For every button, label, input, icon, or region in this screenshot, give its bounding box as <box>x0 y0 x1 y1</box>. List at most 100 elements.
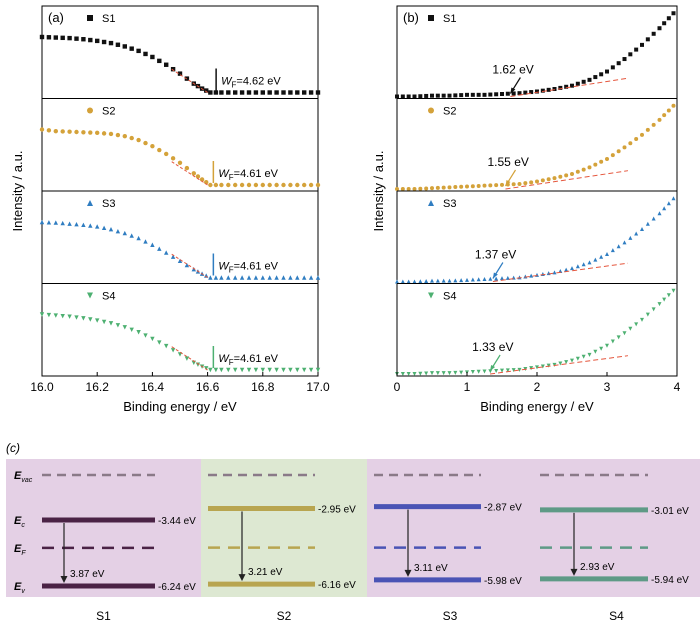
panel-a-point <box>115 132 121 138</box>
panel-b-point <box>406 187 411 191</box>
panel-a-point <box>315 275 321 280</box>
panel-b-point <box>616 335 621 340</box>
panel-a-point <box>170 156 176 161</box>
panel-b-point <box>666 16 671 21</box>
panel-b-point <box>634 322 639 327</box>
panel-a-x-ticks: 16.0 16.2 16.4 16.6 16.8 17.0 <box>30 372 330 394</box>
panel-a-point <box>46 128 52 133</box>
panel-b-point <box>465 184 469 189</box>
panel-b-point <box>395 94 399 99</box>
panel-a-point <box>46 35 52 40</box>
panel-a-point <box>253 90 259 95</box>
panel-b-point <box>671 196 676 201</box>
panel-c-sample-name: S1 <box>96 609 111 623</box>
panel-b-point <box>476 183 481 188</box>
panel-b-point <box>622 57 627 62</box>
panel-c-ec-value: -3.44 eV <box>158 516 196 527</box>
panel-b-point <box>424 371 429 376</box>
panel-a-point <box>53 313 58 318</box>
panel-a-point <box>204 88 209 93</box>
panel-a-series: S1 WF=4.62 eV S2 WF=4.61 eV S3 WF=4.61 eV S4 WF… <box>39 13 321 373</box>
panel-a-point <box>274 275 279 280</box>
panel-a-point <box>88 130 93 135</box>
panel-c-gap-arrowhead <box>238 574 246 582</box>
panel-a-point <box>136 330 141 335</box>
panel-b-point <box>564 267 569 272</box>
panel-a-point <box>143 51 148 57</box>
panel-a-label: (a) <box>48 10 64 25</box>
panel-b-point <box>424 186 429 191</box>
panel-b-point <box>657 211 662 216</box>
panel-a-point <box>39 127 45 132</box>
panel-b-point <box>476 92 481 97</box>
panel-a-point <box>53 128 58 134</box>
panel-b-point <box>616 149 621 154</box>
panel-b-point <box>552 176 557 181</box>
panel-c-sample-name: S2 <box>277 609 292 623</box>
panel-b-point <box>540 364 545 369</box>
panel-b-legend-marker <box>428 292 434 299</box>
panel-a-point <box>253 367 259 373</box>
panel-b-point <box>651 307 656 312</box>
panel-b-point <box>476 369 481 374</box>
panel-c-ev-value: -6.24 eV <box>158 582 196 593</box>
panel-a-point <box>53 35 58 40</box>
panel-b-point <box>500 92 504 97</box>
panel-b-point <box>488 369 493 374</box>
panel-b-point <box>564 173 569 178</box>
panel-b-point <box>622 240 627 245</box>
panel-a-point <box>288 275 293 280</box>
panel-b-point <box>488 183 493 188</box>
panel-a-point <box>274 367 279 373</box>
panel-b-point <box>418 371 423 376</box>
panel-b-point <box>628 52 633 57</box>
panel-b-point <box>529 90 534 95</box>
panel-b-point <box>622 145 627 150</box>
panel-b-point <box>465 92 469 97</box>
panel-b-point <box>634 47 639 52</box>
panel-a-point <box>219 182 224 188</box>
panel-b-point <box>406 372 411 376</box>
panel-b-point <box>657 26 662 31</box>
panel-b-point <box>640 227 644 232</box>
panel-a-point <box>315 90 321 95</box>
panel-a-point <box>157 147 162 153</box>
panel-a-legend-marker <box>87 292 93 299</box>
panel-a-point <box>74 222 79 227</box>
panel-a-point <box>213 182 219 188</box>
panel-a-point <box>67 221 72 226</box>
panel-b-point <box>482 92 487 97</box>
panel-b-point <box>570 83 574 88</box>
panel-b-legend-label: S2 <box>443 106 456 118</box>
panel-a-point <box>60 129 65 134</box>
panel-b-point <box>400 372 405 376</box>
panel-a-point <box>184 165 190 171</box>
panel-b-point <box>634 231 639 236</box>
panel-b-point <box>470 277 475 282</box>
panel-a-point <box>177 258 183 264</box>
panel-b-point <box>441 371 446 376</box>
panel-b-point <box>581 79 586 84</box>
panel-b-point <box>581 167 586 172</box>
panel-a-point <box>164 151 169 157</box>
panel-b-point <box>535 365 539 370</box>
panel-b-point <box>599 346 604 351</box>
panel-b-xlabel: Binding energy / eV <box>480 399 594 414</box>
panel-a-point <box>39 312 45 317</box>
panel-b-legend-label: S3 <box>443 198 456 210</box>
panel-a-point <box>302 182 307 188</box>
panel-a-point <box>108 227 114 232</box>
panel-b-point <box>628 235 633 240</box>
panel-a-point <box>74 36 79 41</box>
panel-b-point <box>570 266 574 271</box>
panel-b-point <box>605 343 609 348</box>
panel-a-point <box>39 219 45 225</box>
panel-b-point <box>599 159 604 164</box>
panel-a-point <box>150 336 155 342</box>
panel-b-point <box>581 354 586 359</box>
panel-a-legend-label: S3 <box>102 198 115 210</box>
panel-b-point <box>459 278 464 283</box>
panel-a-fit-line <box>171 68 208 93</box>
panel-a-point <box>60 220 65 226</box>
panel-a-point <box>267 182 272 188</box>
